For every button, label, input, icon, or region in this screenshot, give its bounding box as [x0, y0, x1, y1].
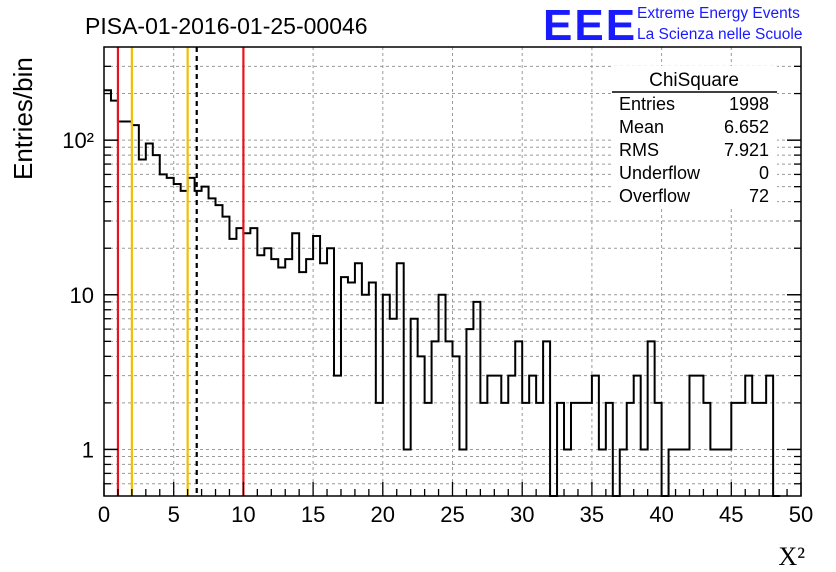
x-tick-label: 15	[301, 502, 325, 527]
stats-box: ChiSquare Entries 1998 Mean 6.652 RMS 7.921 Un…	[612, 66, 777, 207]
x-tick-label: 50	[789, 502, 813, 527]
axes	[103, 46, 802, 497]
stats-row-value: 6.652	[724, 117, 769, 137]
x-tick-label: 40	[649, 502, 673, 527]
x-tick-label: 25	[440, 502, 464, 527]
y-tick-label: 10²	[62, 128, 94, 153]
x-tick-label: 35	[580, 502, 604, 527]
stats-title: ChiSquare	[649, 70, 739, 91]
stats-row-label: Entries	[619, 94, 675, 114]
y-axis-label: Entries/bin	[8, 57, 38, 180]
y-tick-label: 1	[82, 437, 94, 462]
reference-lines	[116, 47, 245, 496]
x-tick-label: 20	[371, 502, 395, 527]
eee-mark: EEE	[543, 1, 637, 50]
stats-row-label: Underflow	[619, 163, 701, 183]
x-tick-label: 45	[719, 502, 743, 527]
eee-logo: EEE Extreme Energy Events La Scienza nel…	[543, 1, 802, 50]
stats-row-label: Mean	[619, 117, 664, 137]
x-tick-label: 30	[510, 502, 534, 527]
x-tick-label: 0	[98, 502, 110, 527]
logo-line-2: La Scienza nelle Scuole	[637, 26, 802, 43]
stats-row-label: Overflow	[619, 186, 691, 206]
x-tick-label: 10	[231, 502, 255, 527]
x-axis-label: X²	[778, 542, 805, 571]
stats-rows: Entries 1998 Mean 6.652 RMS 7.921 Underflow 0 Ov…	[619, 94, 769, 206]
histogram-outline	[104, 89, 781, 497]
x-tick-label: 5	[168, 502, 180, 527]
stats-row-value: 7.921	[724, 140, 769, 160]
y-tick-label: 10	[70, 283, 94, 308]
y-tick-labels: 1 10 10²	[62, 128, 94, 462]
chart-title: PISA-01-2016-01-25-00046	[85, 13, 368, 39]
stats-box-background	[612, 66, 777, 207]
stats-row-value: 0	[759, 163, 769, 183]
stats-row-value: 72	[749, 186, 769, 206]
x-tick-labels: 0 5 10 15 20 25 30 35 40 45 50	[98, 502, 813, 527]
logo-line-1: Extreme Energy Events	[637, 5, 800, 22]
stats-row-label: RMS	[619, 140, 659, 160]
stats-row-value: 1998	[729, 94, 769, 114]
